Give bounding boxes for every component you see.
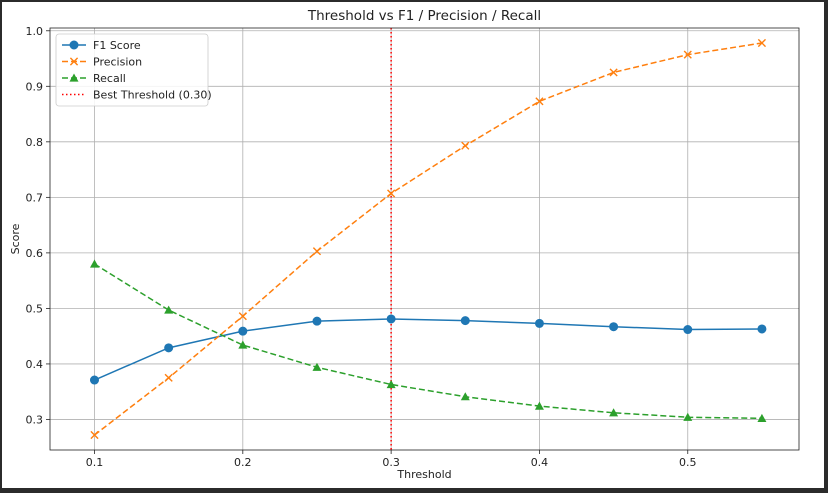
series-precision — [90, 38, 767, 440]
legend-item-f1-score: F1 Score — [62, 39, 141, 52]
y-tick-label: 0.7 — [26, 191, 44, 204]
f1-score-line — [94, 318, 762, 381]
precision-point — [164, 373, 173, 382]
precision-point — [757, 38, 767, 48]
precision-point — [387, 189, 396, 198]
f1-score-point — [89, 375, 99, 385]
legend: F1 Score Precision Recall Best Threshold (0… — [55, 33, 212, 107]
x-tick-label: 0.3 — [382, 456, 400, 469]
x-tick-label: 0.2 — [234, 456, 252, 469]
precision-point — [238, 312, 247, 321]
f1-score-point — [683, 325, 693, 335]
x-tick-label: 0.1 — [86, 456, 104, 469]
y-tick-label: 0.9 — [26, 80, 44, 93]
f1-score-point — [609, 322, 619, 332]
f1-score-point — [164, 343, 174, 353]
y-tick-label: 0.6 — [26, 247, 44, 260]
precision-point — [683, 50, 692, 59]
f1-score-point — [386, 314, 396, 324]
precision-point — [609, 68, 618, 77]
legend-label: F1 Score — [93, 39, 141, 52]
precision-point — [312, 247, 322, 256]
f1-score-point — [534, 318, 544, 328]
legend-label: Precision — [93, 56, 142, 69]
recall-point — [238, 340, 248, 349]
chart-figure: Threshold vs F1 / Precision / Recall 0.1… — [2, 2, 824, 488]
recall-point — [312, 362, 322, 371]
y-tick-label: 0.8 — [26, 136, 44, 149]
f1-score-point — [460, 316, 470, 326]
tick-layer: 0.1 0.2 0.3 0.4 0.5 0.3 0.4 0.5 0.6 0.7 0.8 0.9 1.0 — [26, 25, 697, 469]
chart-title: Threshold vs F1 / Precision / Recall — [307, 8, 541, 24]
f1-score-point — [238, 326, 248, 336]
legend-swatch-marker — [69, 40, 79, 50]
y-axis-title: Score — [9, 223, 22, 254]
legend-swatch-marker — [69, 57, 79, 66]
recall-point — [460, 392, 470, 401]
recall-point — [534, 401, 544, 410]
precision-line — [94, 42, 763, 436]
legend-label: Best Threshold (0.30) — [93, 89, 212, 102]
series-layer — [89, 38, 767, 440]
y-tick-label: 1.0 — [26, 25, 44, 38]
legend-box — [55, 33, 209, 107]
precision-point — [461, 141, 470, 150]
recall-point — [164, 305, 174, 314]
f1-score-point — [757, 324, 767, 334]
recall-point — [386, 379, 396, 389]
plot-frame — [49, 27, 800, 451]
recall-point — [89, 259, 99, 268]
legend-swatch-marker — [69, 73, 79, 82]
series-recall — [89, 259, 767, 422]
y-tick-label: 0.3 — [26, 413, 44, 426]
recall-line — [94, 263, 762, 420]
recall-point — [683, 412, 693, 421]
x-tick-label: 0.5 — [679, 456, 697, 469]
x-axis-title: Threshold — [396, 468, 451, 481]
legend-label: Recall — [93, 72, 126, 85]
legend-item-precision: Precision — [62, 56, 142, 69]
recall-point — [609, 408, 619, 417]
y-tick-label: 0.4 — [26, 358, 44, 371]
recall-point — [757, 413, 767, 422]
x-tick-label: 0.4 — [531, 456, 549, 469]
legend-item-recall: Recall — [62, 72, 126, 85]
f1-score-point — [312, 316, 322, 326]
chart-canvas: Threshold vs F1 / Precision / Recall 0.1… — [9, 8, 800, 481]
precision-point — [90, 430, 99, 440]
precision-point — [535, 97, 544, 106]
y-tick-label: 0.5 — [26, 302, 44, 315]
series-f1-score — [89, 314, 767, 385]
legend-item-best-threshold-0-30-: Best Threshold (0.30) — [62, 89, 212, 102]
